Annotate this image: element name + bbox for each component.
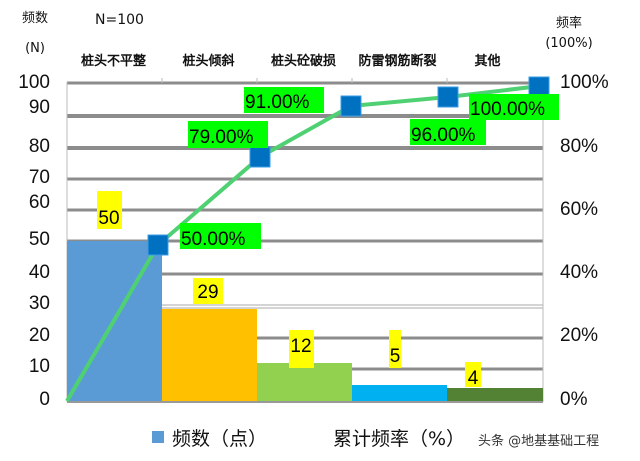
legend-bar-label: 频数（点） [172,428,268,450]
line-label-3: 91.00% [245,92,310,113]
y-tick-left: 30 [28,293,50,314]
y-tick-right: 100% [560,72,609,93]
y-tick-left: 50 [28,229,50,250]
y-tick-left: 60 [28,192,50,213]
line-value-labels: 50.00% 79.00% 91.00% 96.00% 100.00% [180,87,559,250]
right-axis-title: 频率 (100%) [536,14,602,54]
y-tick-left: 10 [28,356,50,377]
category-label: 桩头不平整 [80,54,146,69]
bar-label-2: 29 [197,282,218,303]
legend-square-icon [152,431,164,443]
y-tick-left: 100 [18,72,50,93]
left-axis-title-line2: (N) [25,41,45,56]
marker-2 [249,146,271,168]
line-label-2: 79.00% [189,127,254,148]
bar-label-1: 50 [98,208,119,229]
marker-4 [437,86,459,108]
y-tick-right: 20% [560,325,599,346]
cumulative-markers [147,76,550,256]
y-tick-right: 0% [560,389,588,410]
y-tick-left: 90 [28,97,50,118]
watermark: 头条 @地基基础工程 [478,434,600,449]
y-tick-right: 40% [560,262,599,283]
category-label: 桩头砼破损 [270,54,336,69]
marker-3 [340,95,362,117]
bar-label-5: 4 [468,368,479,389]
category-label: 桩头倾斜 [182,54,235,69]
cumulative-line [65,84,541,403]
y-tick-left: 40 [28,262,50,283]
line-label-5: 100.00% [470,99,545,120]
line-label-4: 96.00% [411,125,476,146]
bar-label-3: 12 [290,336,311,357]
sample-size-label: N=100 [95,12,144,28]
bar-value-labels: 50 29 12 5 4 [97,191,481,389]
left-axis-title-line1: 频数 [21,11,48,26]
left-axis-title: 频数 (N) [18,4,52,64]
legend-line-item: 累计频率（%） [333,424,465,451]
bar-category-2 [162,309,257,401]
line-label-1: 50.00% [181,229,246,250]
bar-category-5 [447,388,543,401]
legend-bar-item: 频数（点） [152,424,267,451]
y-tick-left: 20 [28,325,50,346]
right-axis-title-line1: 频率 [555,16,582,31]
gridlines [67,81,543,371]
category-label: 其他 [474,54,501,69]
bar-category-4 [352,385,447,401]
y-tick-left: 0 [39,389,50,410]
bar-category-3 [257,363,352,401]
legend-line-label: 累计频率（%） [333,428,466,450]
y-tick-right: 80% [560,136,599,157]
category-label: 防雷钢筋断裂 [358,54,437,69]
bar-label-4: 5 [390,346,401,367]
y-tick-right: 60% [560,199,599,220]
marker-1 [147,234,169,256]
category-ticks [161,78,448,83]
y-tick-left: 70 [28,167,50,188]
y-tick-left: 80 [28,136,50,157]
right-axis-title-line2: (100%) [545,36,593,51]
